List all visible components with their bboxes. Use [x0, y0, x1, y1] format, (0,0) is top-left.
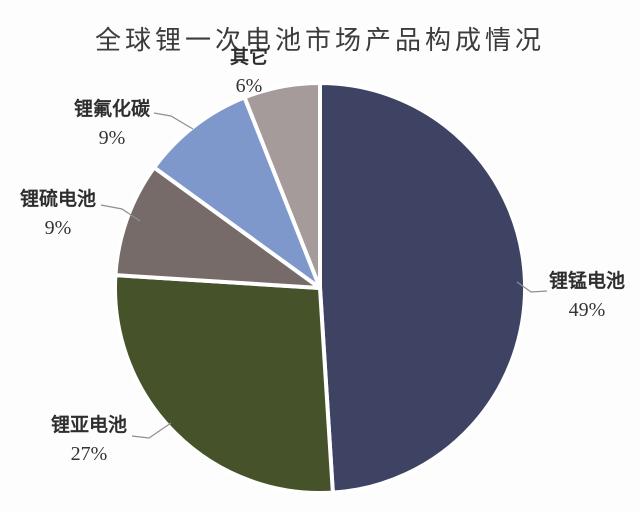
pie-label-percent: 9%: [44, 217, 72, 239]
pie-slice-sub: [112, 273, 335, 496]
pie-slice-manganese: [318, 81, 528, 495]
pie-label-manganese: 锂锰电池 49%: [549, 268, 625, 324]
pie-label-percent: 27%: [70, 443, 108, 465]
pie-label-percent: 9%: [98, 127, 126, 149]
pie-label-percent: 49%: [568, 299, 606, 321]
pie-label-sulfur: 锂硫电池 9%: [20, 186, 96, 242]
leader-line-fluoride: [153, 112, 194, 130]
pie-slice-fluoride: [152, 95, 322, 290]
pie-label-percent: 6%: [235, 75, 263, 97]
pie-label-name: 锂锰电池: [548, 271, 626, 292]
pie-label-name: 锂氟化碳: [73, 99, 151, 120]
chart-title: 全球锂一次电池市场产品构成情况: [94, 25, 545, 55]
pie-label-name: 其它: [229, 47, 269, 68]
leader-line-sub: [131, 422, 172, 439]
pie-label-name: 锂硫电池: [19, 189, 97, 210]
leader-line-manganese: [516, 281, 548, 293]
pie-label-fluoride: 锂氟化碳 9%: [74, 96, 150, 152]
leader-line-sulfur: [100, 204, 141, 222]
pie-slice-sulfur: [113, 165, 322, 290]
pie-label-sub: 锂亚电池 27%: [51, 412, 127, 468]
pie-label-name: 锂亚电池: [50, 415, 128, 436]
pie-label-other: 其它 6%: [230, 44, 268, 100]
pie-slice-other: [242, 81, 322, 290]
